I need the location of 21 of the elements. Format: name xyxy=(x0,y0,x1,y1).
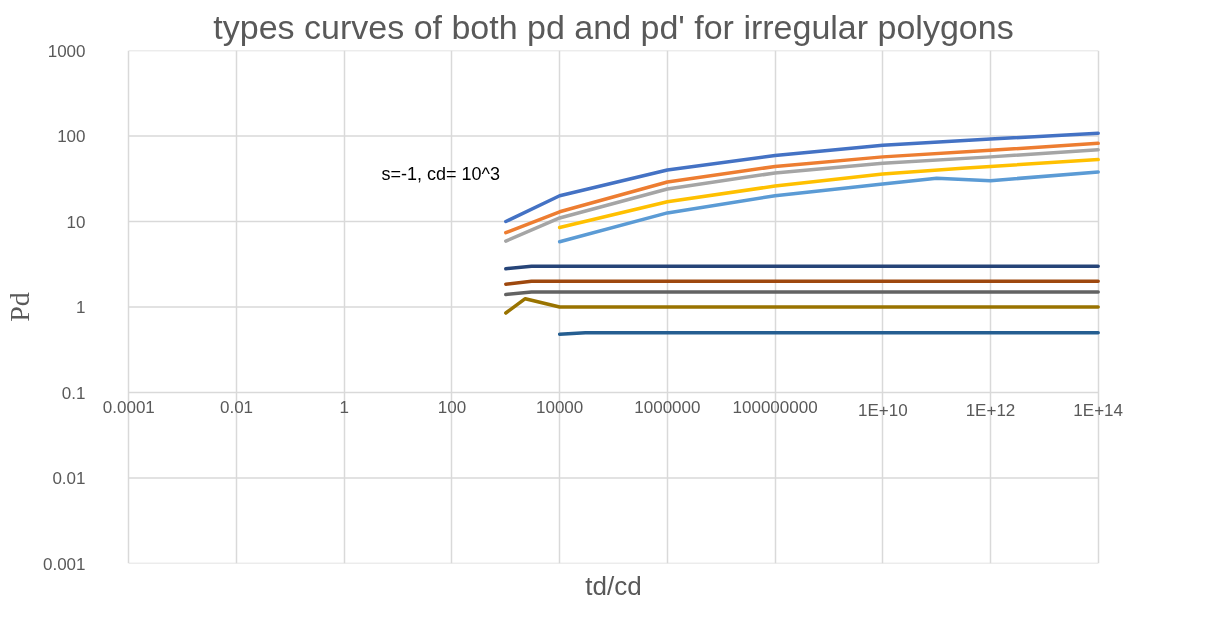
chart-title: types curves of both pd and pd' for irregular polygons xyxy=(213,7,1014,46)
x-tick-label: 1E+14 xyxy=(1073,400,1124,420)
y-tick-label: 1000 xyxy=(47,41,86,61)
x-tick-label: 1000000 xyxy=(634,397,701,417)
y-tick-label: 0.001 xyxy=(42,554,86,574)
y-axis-title: Pd xyxy=(3,292,35,322)
x-tick-label: 100000000 xyxy=(732,397,818,417)
y-tick-label: 0.1 xyxy=(61,383,86,403)
y-tick-label: 100 xyxy=(57,127,86,146)
x-tick-label: 1E+12 xyxy=(965,400,1016,420)
y-tick-label: 0.01 xyxy=(52,469,86,488)
annotation: s=-1, cd= 10^3 xyxy=(381,163,501,184)
x-tick-label: 1E+10 xyxy=(857,400,908,420)
y-tick-label: 1 xyxy=(76,298,86,317)
x-tick-label: 0.0001 xyxy=(102,397,155,417)
x-tick-label: 0.01 xyxy=(219,397,254,417)
x-axis-title: td/cd xyxy=(585,570,642,601)
x-tick-label: 100 xyxy=(437,397,467,417)
x-tick-label: 1 xyxy=(339,397,349,417)
x-tick-label: 10000 xyxy=(536,397,584,417)
y-tick-label: 10 xyxy=(66,212,86,232)
